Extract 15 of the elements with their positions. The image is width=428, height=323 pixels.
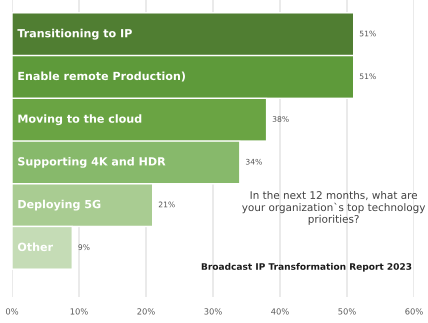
x-tick-label: 40%: [271, 308, 289, 315]
y-tick-label: Moving to the cloud: [18, 114, 142, 126]
y-tick-label: Transitioning to IP: [17, 28, 132, 40]
annotation: In the next 12 months, what are your organization`s top technology priorities?: [242, 190, 426, 225]
y-tick-label: Deploying 5G: [18, 200, 100, 211]
y-tick-label: Other: [18, 242, 54, 252]
x-tick-label: 50%: [338, 308, 356, 315]
x-tick-label: 60%: [405, 308, 423, 315]
x-tick-label: 10%: [70, 308, 88, 315]
x-tick-label: 30%: [204, 308, 222, 315]
x-tick-label: 0%: [6, 308, 18, 315]
annotation: Broadcast IP Transformation Report 2023: [202, 262, 412, 272]
y-tick-label: Supporting 4K and HDR: [18, 156, 166, 168]
y-tick-label: Enable remote Production): [18, 72, 185, 82]
x-tick-label: 20%: [137, 308, 155, 315]
